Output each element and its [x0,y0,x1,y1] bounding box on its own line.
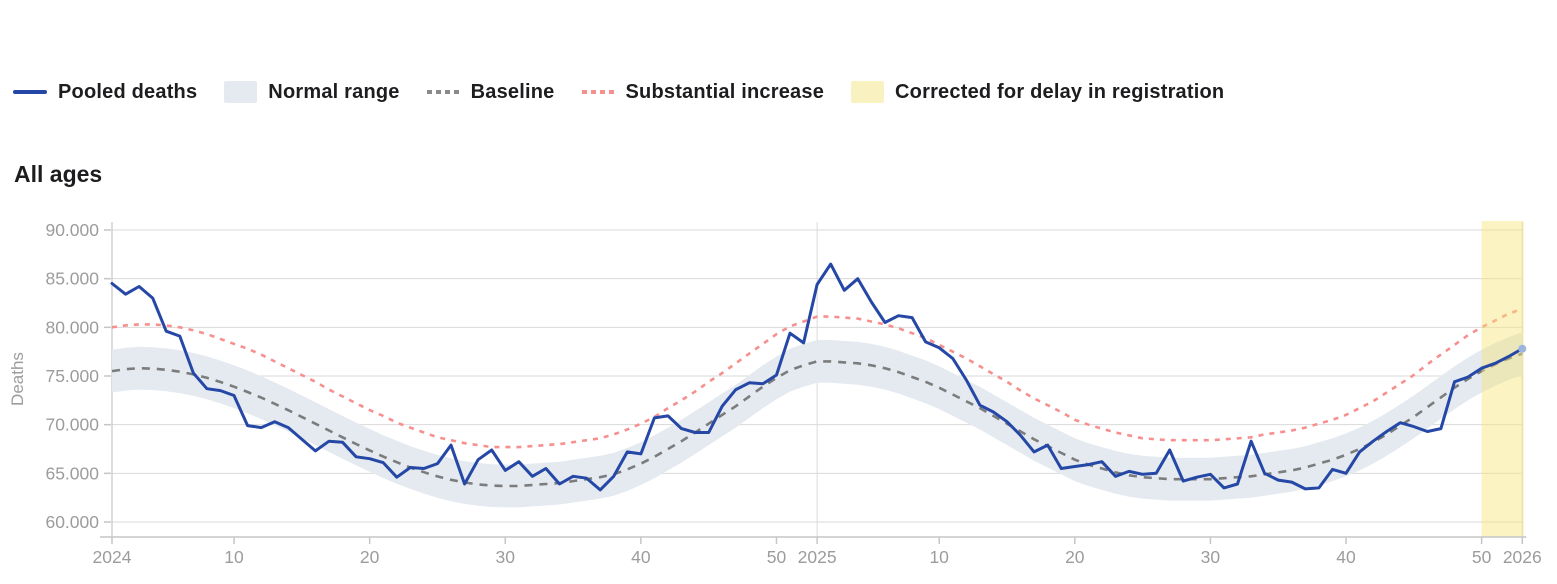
legend-dotted-swatch-icon [581,90,615,94]
legend-item-substantial-increase[interactable]: Substantial increase [581,80,825,104]
x-tick-label: 40 [631,547,651,567]
x-tick-label: 20 [360,547,380,567]
corrected-region [1481,221,1524,537]
y-tick-label: 85.000 [45,269,99,289]
legend-dotted-swatch-icon [426,90,460,94]
x-tick-label: 30 [496,547,516,567]
x-tick-label: 10 [224,547,244,567]
legend-square-swatch-icon [224,81,258,103]
y-tick-label: 65.000 [45,463,99,483]
x-tick-label: 50 [767,547,787,567]
chart-legend: Pooled deaths Normal range Baseline Substan… [13,74,1224,110]
legend-label: Normal range [268,80,400,103]
legend-label: Substantial increase [625,80,825,103]
x-tick-label: 50 [1472,547,1492,567]
x-tick-label: 2025 [798,547,837,567]
legend-line-swatch-icon [13,90,47,94]
x-tick-label: 2024 [93,547,132,567]
section-title: All ages [14,161,103,187]
y-tick-label: 60.000 [45,512,99,532]
x-tick-label: 30 [1201,547,1221,567]
x-tick-label: 10 [929,547,949,567]
x-tick-label: 20 [1065,547,1085,567]
legend-item-normal-range[interactable]: Normal range [224,81,399,104]
y-tick-label: 75.000 [45,366,99,386]
y-tick-label: 70.000 [45,415,99,435]
y-tick-label: 90.000 [45,220,99,240]
substantial-increase-line [111,307,1523,449]
legend-square-swatch-icon [851,81,885,103]
legend-item-baseline[interactable]: Baseline [426,80,555,104]
legend-label: Baseline [470,80,555,103]
legend-label: Corrected for delay in registration [895,80,1225,103]
normal-range-band [112,332,1523,508]
pooled-deaths-end-dot [1518,344,1527,353]
legend-item-corrected-for-delay-in-registration[interactable]: Corrected for delay in registration [851,81,1224,104]
x-tick-label: 40 [1336,547,1356,567]
legend-label: Pooled deaths [58,80,198,103]
y-tick-label: 80.000 [45,317,99,337]
x-tick-label: 2026 [1503,547,1542,567]
legend-item-pooled-deaths[interactable]: Pooled deaths [13,81,197,104]
pooled-deaths-line [110,262,1524,492]
